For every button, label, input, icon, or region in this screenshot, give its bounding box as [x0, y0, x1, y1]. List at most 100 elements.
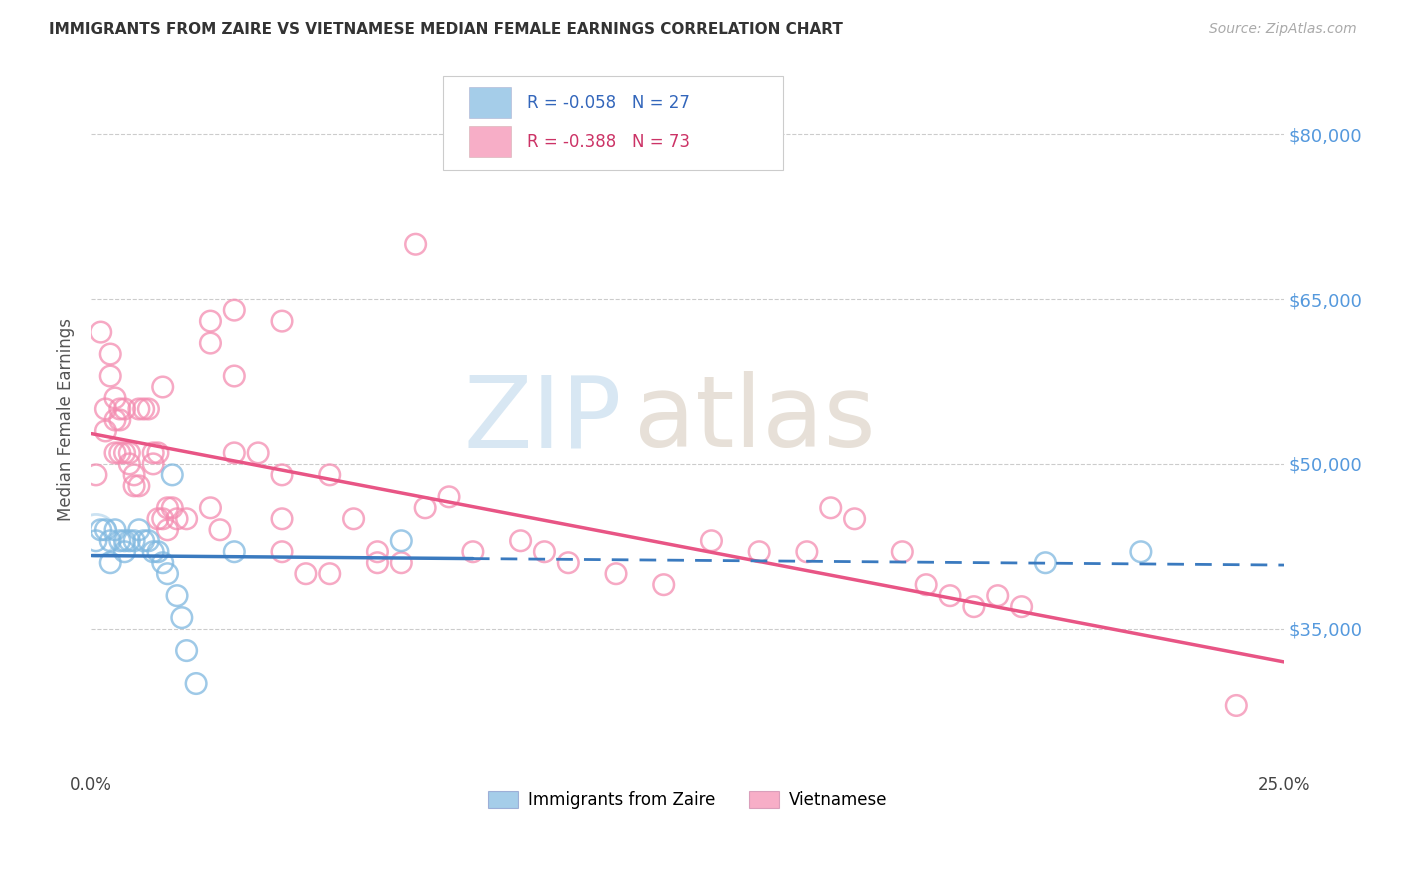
Point: [700, 533, 723, 548]
Point: [1011, 599, 1033, 614]
Point: [98, 369, 121, 384]
Point: [162, 467, 184, 482]
Point: [104, 446, 127, 460]
Point: [104, 391, 127, 405]
Point: [796, 545, 818, 559]
Point: [200, 314, 222, 328]
Point: [939, 589, 962, 603]
Point: [108, 533, 131, 548]
Point: [748, 545, 770, 559]
Point: [138, 401, 160, 416]
Point: [108, 401, 131, 416]
Point: [108, 446, 131, 460]
Point: [170, 610, 193, 624]
Point: [271, 512, 294, 526]
Point: [152, 380, 174, 394]
Point: [98, 556, 121, 570]
Point: [184, 676, 207, 690]
Point: [98, 533, 121, 548]
Point: [405, 237, 427, 252]
Point: [142, 457, 165, 471]
Text: Source: ZipAtlas.com: Source: ZipAtlas.com: [1209, 22, 1357, 37]
Point: [963, 599, 986, 614]
Point: [224, 369, 246, 384]
Point: [166, 512, 188, 526]
Point: [295, 566, 318, 581]
Point: [132, 533, 155, 548]
Point: [1225, 698, 1247, 713]
Point: [366, 545, 388, 559]
Text: IMMIGRANTS FROM ZAIRE VS VIETNAMESE MEDIAN FEMALE EARNINGS CORRELATION CHART: IMMIGRANTS FROM ZAIRE VS VIETNAMESE MEDI…: [49, 22, 844, 37]
Point: [118, 446, 141, 460]
Point: [118, 457, 141, 471]
Point: [224, 446, 246, 460]
Point: [224, 303, 246, 318]
Point: [319, 467, 342, 482]
Point: [162, 500, 184, 515]
Point: [104, 523, 127, 537]
Point: [891, 545, 914, 559]
Point: [114, 545, 136, 559]
Point: [146, 446, 169, 460]
Point: [533, 545, 555, 559]
Point: [142, 545, 165, 559]
Point: [557, 556, 579, 570]
Point: [437, 490, 460, 504]
Point: [108, 413, 131, 427]
Point: [413, 500, 436, 515]
Point: [156, 500, 179, 515]
Point: [156, 566, 179, 581]
Y-axis label: Median Female Earnings: Median Female Earnings: [58, 318, 75, 522]
Point: [152, 512, 174, 526]
Text: R = -0.388   N = 73: R = -0.388 N = 73: [527, 133, 689, 151]
Point: [461, 545, 484, 559]
Point: [915, 577, 938, 591]
Point: [319, 566, 342, 581]
Point: [138, 533, 160, 548]
Point: [820, 500, 842, 515]
Point: [152, 556, 174, 570]
Point: [844, 512, 866, 526]
FancyBboxPatch shape: [470, 127, 510, 157]
Point: [1035, 556, 1057, 570]
Point: [389, 533, 412, 548]
Point: [1129, 545, 1152, 559]
Point: [90, 523, 112, 537]
Point: [94, 401, 117, 416]
Point: [146, 512, 169, 526]
Point: [114, 401, 136, 416]
Legend: Immigrants from Zaire, Vietnamese: Immigrants from Zaire, Vietnamese: [481, 784, 894, 816]
Point: [652, 577, 675, 591]
Point: [509, 533, 531, 548]
Point: [987, 589, 1010, 603]
Point: [366, 556, 388, 570]
Point: [146, 545, 169, 559]
Point: [128, 479, 150, 493]
FancyBboxPatch shape: [470, 87, 510, 118]
Point: [84, 533, 107, 548]
Point: [224, 545, 246, 559]
Point: [114, 446, 136, 460]
Point: [156, 523, 179, 537]
Point: [247, 446, 270, 460]
Point: [122, 479, 145, 493]
Point: [200, 500, 222, 515]
Point: [94, 424, 117, 438]
Text: ZIP: ZIP: [464, 371, 621, 468]
Point: [208, 523, 231, 537]
Point: [122, 467, 145, 482]
Point: [605, 566, 627, 581]
Point: [342, 512, 364, 526]
Point: [128, 401, 150, 416]
FancyBboxPatch shape: [443, 76, 783, 170]
Text: atlas: atlas: [634, 371, 876, 468]
Point: [84, 467, 107, 482]
Point: [142, 446, 165, 460]
Point: [104, 413, 127, 427]
Point: [271, 314, 294, 328]
Point: [176, 512, 198, 526]
Point: [94, 523, 117, 537]
Text: R = -0.058   N = 27: R = -0.058 N = 27: [527, 94, 689, 112]
Point: [114, 533, 136, 548]
Point: [122, 533, 145, 548]
